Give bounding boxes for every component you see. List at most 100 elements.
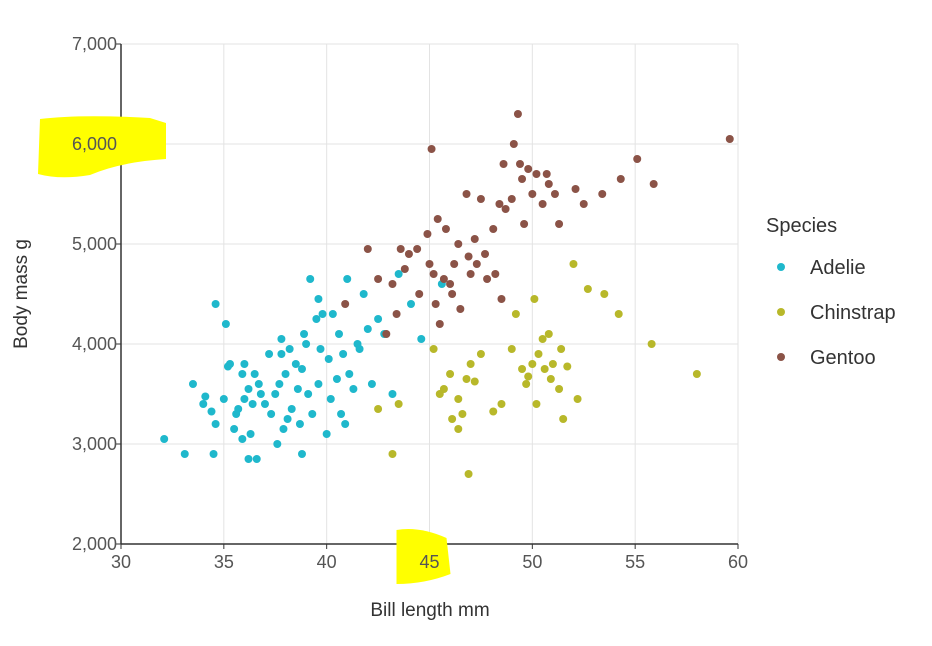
data-point-gentoo: [450, 260, 459, 268]
data-point-chinstrap: [507, 345, 516, 353]
data-point-gentoo: [598, 190, 607, 198]
data-point-adelie: [337, 410, 346, 418]
data-point-gentoo: [464, 252, 473, 261]
data-point-gentoo: [415, 290, 424, 298]
data-point-gentoo: [400, 265, 409, 273]
data-point-chinstrap: [583, 285, 592, 293]
data-point-adelie: [302, 340, 311, 348]
data-points: [160, 110, 734, 478]
data-point-adelie: [355, 345, 364, 353]
data-point-adelie: [295, 420, 304, 428]
data-point-chinstrap: [614, 310, 623, 318]
data-point-adelie: [260, 400, 269, 408]
data-point-adelie: [306, 275, 315, 283]
data-point-adelie: [322, 430, 331, 438]
legend-label-adelie: Adelie: [810, 257, 866, 279]
data-point-adelie: [226, 360, 235, 368]
data-point-gentoo: [431, 300, 440, 308]
data-point-adelie: [254, 380, 263, 388]
data-point-gentoo: [439, 275, 448, 283]
data-point-adelie: [273, 440, 282, 448]
data-point-gentoo: [555, 220, 564, 228]
data-point-gentoo: [544, 180, 553, 188]
data-point-gentoo: [507, 195, 516, 203]
data-point-chinstrap: [458, 410, 467, 418]
data-point-gentoo: [441, 225, 450, 233]
data-point-gentoo: [489, 225, 498, 233]
y-axis-title: Body mass g: [11, 239, 32, 349]
data-point-gentoo: [427, 145, 436, 153]
legend-marker-chinstrap: [777, 308, 785, 316]
data-point-chinstrap: [489, 407, 498, 416]
data-point-chinstrap: [511, 310, 520, 318]
legend-label-chinstrap: Chinstrap: [810, 302, 896, 324]
data-point-gentoo: [435, 320, 444, 328]
data-point-adelie: [388, 390, 397, 398]
data-point-adelie: [281, 370, 290, 378]
data-point-adelie: [332, 375, 341, 383]
data-point-gentoo: [524, 165, 533, 173]
data-point-adelie: [367, 380, 376, 388]
data-point-adelie: [240, 360, 249, 368]
data-point-adelie: [349, 385, 358, 393]
data-point-chinstrap: [546, 375, 555, 383]
data-point-adelie: [314, 380, 323, 388]
data-point-gentoo: [392, 310, 401, 318]
data-point-gentoo: [466, 270, 475, 278]
data-point-gentoo: [501, 205, 510, 213]
y-tick-label: 3,000: [72, 434, 117, 454]
data-point-gentoo: [374, 275, 383, 283]
data-point-gentoo: [528, 190, 537, 198]
data-point-gentoo: [532, 170, 541, 178]
x-tick-highlight: [396, 529, 451, 584]
data-point-adelie: [277, 335, 286, 343]
data-point-chinstrap: [497, 400, 506, 408]
data-point-adelie: [277, 350, 286, 358]
data-point-adelie: [252, 455, 261, 463]
data-point-gentoo: [633, 155, 642, 163]
data-point-gentoo: [495, 200, 504, 208]
data-point-gentoo: [472, 260, 481, 268]
data-point-gentoo: [396, 245, 405, 253]
data-point-adelie: [316, 345, 325, 353]
data-point-adelie: [234, 405, 243, 413]
data-point-chinstrap: [522, 380, 531, 388]
data-point-gentoo: [649, 180, 658, 188]
data-point-chinstrap: [600, 290, 609, 298]
data-point-gentoo: [363, 245, 372, 253]
data-point-gentoo: [425, 260, 434, 268]
data-point-chinstrap: [647, 340, 656, 348]
x-tick-label: 30: [111, 552, 131, 572]
data-point-chinstrap: [448, 415, 457, 423]
data-point-adelie: [304, 390, 313, 398]
data-point-gentoo: [388, 280, 397, 288]
data-point-adelie: [318, 310, 327, 318]
data-point-chinstrap: [462, 375, 471, 383]
data-point-chinstrap: [563, 362, 572, 371]
data-point-adelie: [238, 370, 247, 378]
data-point-adelie: [248, 400, 257, 408]
y-tick-label: 5,000: [72, 234, 117, 254]
data-point-chinstrap: [466, 360, 475, 368]
data-point-gentoo: [456, 305, 465, 313]
data-point-adelie: [279, 425, 288, 433]
data-point-adelie: [312, 315, 321, 323]
legend: Species Adelie Chinstrap Gentoo: [766, 215, 896, 369]
data-point-gentoo: [483, 275, 492, 283]
data-point-adelie: [209, 450, 218, 458]
data-point-gentoo: [520, 220, 529, 228]
data-point-gentoo: [413, 245, 422, 253]
grid-lines: [116, 43, 739, 549]
data-point-adelie: [345, 370, 354, 378]
data-point-adelie: [180, 450, 189, 458]
data-point-chinstrap: [454, 425, 463, 433]
x-axis-title: Bill length mm: [370, 600, 489, 621]
data-point-chinstrap: [573, 395, 582, 403]
data-point-adelie: [341, 420, 350, 428]
data-point-adelie: [207, 407, 216, 416]
data-point-adelie: [230, 425, 239, 433]
data-point-gentoo: [509, 140, 518, 148]
data-point-adelie: [324, 355, 333, 363]
data-point-gentoo: [579, 200, 588, 208]
data-point-chinstrap: [388, 450, 397, 458]
